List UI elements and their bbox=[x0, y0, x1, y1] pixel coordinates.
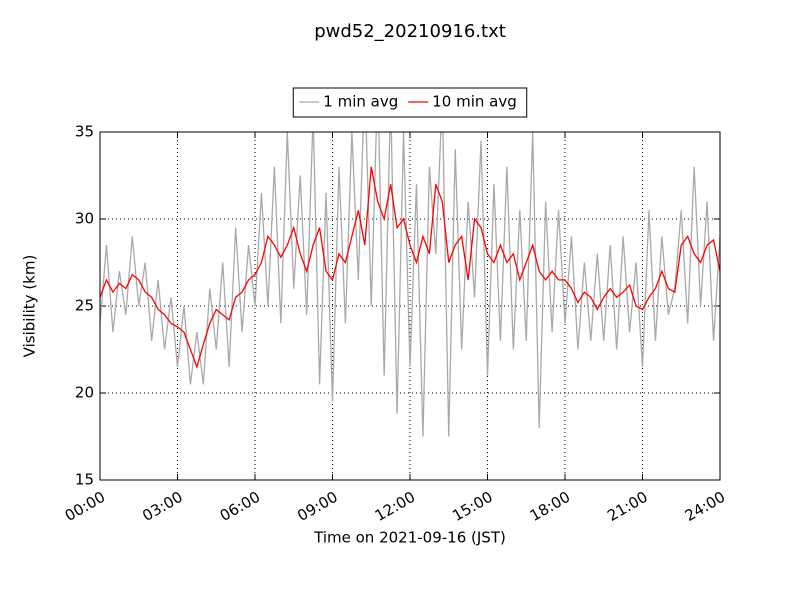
y-tick-label: 25 bbox=[75, 297, 94, 315]
chart-title: pwd52_20210916.txt bbox=[314, 21, 506, 42]
legend-label: 10 min avg bbox=[432, 93, 517, 111]
x-axis-label: Time on 2021-09-16 (JST) bbox=[313, 529, 506, 547]
y-tick-label: 30 bbox=[75, 210, 94, 228]
series-line bbox=[100, 132, 720, 437]
y-axis-label: Visibility (km) bbox=[21, 255, 39, 358]
series-line bbox=[100, 166, 720, 369]
legend-label: 1 min avg bbox=[323, 93, 398, 111]
y-tick-label: 15 bbox=[75, 471, 94, 489]
plot-frame bbox=[99, 131, 721, 481]
legend: 1 min avg 10 min avg bbox=[292, 87, 528, 118]
y-tick-label: 20 bbox=[75, 384, 94, 402]
y-tick-label: 35 bbox=[75, 123, 94, 141]
